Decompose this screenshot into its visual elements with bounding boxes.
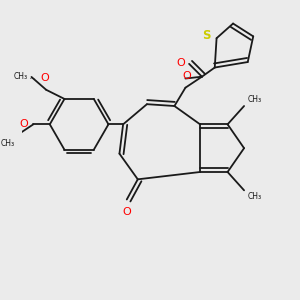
Text: CH₃: CH₃: [14, 71, 28, 80]
Text: O: O: [182, 71, 191, 81]
Text: O: O: [176, 58, 185, 68]
Text: methoxy: methoxy: [30, 77, 36, 79]
Text: O: O: [122, 207, 131, 217]
Text: O: O: [41, 74, 50, 83]
Text: CH₃: CH₃: [248, 192, 262, 201]
Text: S: S: [202, 29, 211, 42]
Text: CH₃: CH₃: [1, 139, 15, 148]
Text: CH₃: CH₃: [248, 95, 262, 104]
Text: O: O: [19, 119, 28, 129]
